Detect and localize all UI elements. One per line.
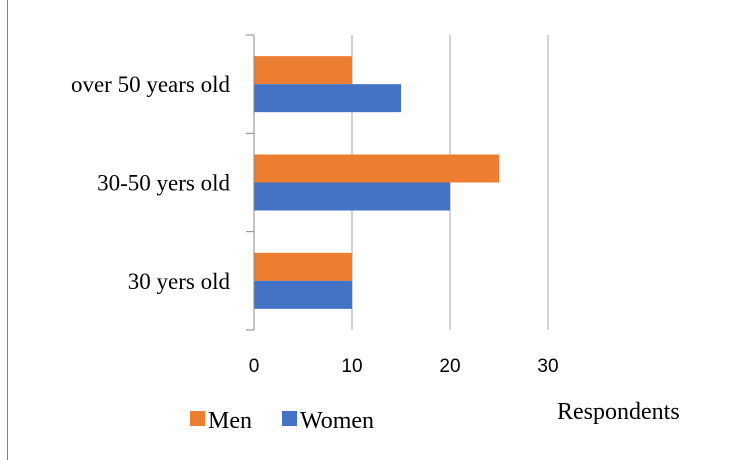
category-label: 30 yers old: [128, 269, 231, 294]
x-tick-labels: 0 10 20 30: [249, 356, 559, 377]
bar-women-2: [254, 84, 401, 113]
x-axis-title: Respondents: [557, 399, 680, 425]
legend-label-men: Men: [208, 408, 252, 434]
bar-men-2: [254, 56, 352, 85]
bar-women-0: [254, 280, 352, 309]
legend-label-women: Women: [300, 408, 374, 434]
x-tick-label: 0: [249, 356, 260, 377]
chart-frame: [7, 0, 735, 460]
legend-swatch-men: [190, 411, 205, 426]
bar-men-0: [254, 252, 352, 281]
bars: [254, 56, 499, 309]
bar-men-1: [254, 154, 499, 183]
category-label: 30-50 yers old: [97, 171, 230, 196]
x-tick-label: 20: [439, 356, 460, 377]
category-ticks: [246, 34, 254, 331]
legend-swatch-women: [282, 411, 297, 426]
x-tick-label: 10: [341, 356, 362, 377]
bar-women-1: [254, 182, 450, 211]
legend: Men Women: [190, 408, 374, 434]
category-labels: 30 yers old 30-50 yers old over 50 years o…: [71, 72, 231, 294]
category-label: over 50 years old: [71, 72, 231, 97]
x-tick-label: 30: [537, 356, 558, 377]
